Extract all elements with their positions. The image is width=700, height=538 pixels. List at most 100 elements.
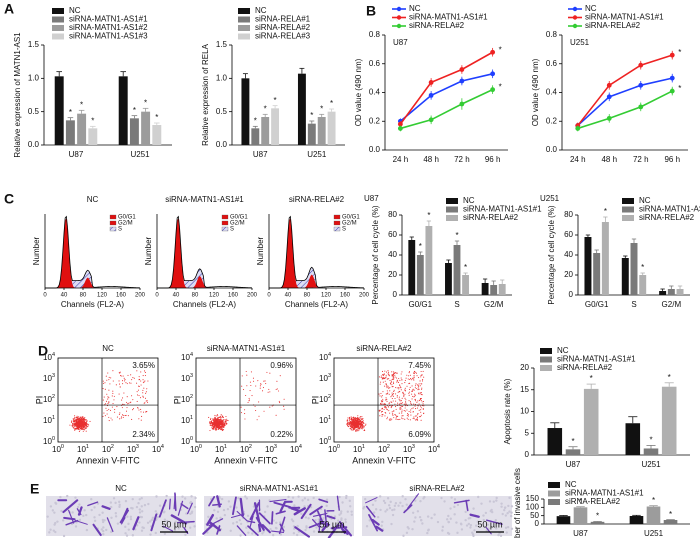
membrane-pore: [312, 497, 314, 499]
flow-event: [276, 415, 277, 416]
flow-event: [349, 423, 350, 424]
membrane-pore: [49, 528, 51, 530]
x-tick-label: 72 h: [633, 155, 649, 164]
flow-event: [409, 371, 410, 372]
membrane-pore: [508, 497, 510, 499]
flow-event: [401, 400, 402, 401]
flow-event: [260, 385, 261, 386]
flow-event: [80, 421, 81, 422]
x-tick-label: U251: [641, 460, 661, 469]
membrane-pore: [373, 511, 375, 513]
legend-swatch: [622, 207, 634, 213]
flow-event: [241, 412, 242, 413]
membrane-pore: [137, 502, 139, 504]
tick-exponent: 3: [274, 444, 277, 450]
flow-event: [80, 426, 81, 427]
membrane-pore: [46, 515, 48, 517]
membrane-pore: [190, 495, 192, 497]
flow-event: [398, 387, 399, 388]
flow-event: [356, 430, 357, 431]
invasive-cell: [259, 525, 260, 531]
membrane-pore: [394, 505, 396, 507]
bar: [454, 245, 461, 295]
membrane-pore: [77, 506, 79, 508]
flow-event: [85, 428, 86, 429]
tick-exponent: 2: [328, 394, 331, 400]
y-tick-label: 1.0: [216, 73, 228, 82]
membrane-pore: [293, 504, 295, 506]
y-tick-label: 104: [319, 352, 331, 362]
histogram-title: NC: [87, 195, 99, 204]
membrane-pore: [144, 504, 146, 506]
membrane-pore: [503, 509, 505, 511]
y-axis-label: Number of invasive cells: [513, 468, 522, 538]
flow-event: [387, 392, 388, 393]
membrane-pore: [443, 500, 445, 502]
flow-event: [358, 425, 359, 426]
membrane-pore: [296, 534, 298, 536]
legend-swatch: [222, 221, 228, 225]
flow-event: [412, 396, 413, 397]
membrane-pore: [344, 518, 346, 520]
flow-event: [379, 415, 380, 416]
flow-event: [277, 388, 278, 389]
x-tick-label: G0/G1: [409, 300, 433, 309]
bar: [490, 285, 497, 295]
membrane-pore: [54, 531, 56, 533]
x-tick-label: 103: [127, 444, 139, 454]
flow-event: [355, 431, 356, 432]
x-tick-label: 48 h: [601, 155, 617, 164]
flow-event: [422, 379, 423, 380]
membrane-pore: [511, 505, 513, 507]
flow-event: [390, 420, 391, 421]
flow-event: [136, 370, 137, 371]
membrane-pore: [511, 528, 513, 530]
bar: [130, 118, 139, 145]
membrane-pore: [232, 522, 234, 524]
flow-event: [401, 389, 402, 390]
flow-event: [223, 420, 224, 421]
y-axis-label: Percentage of cell cycle (%): [371, 205, 380, 304]
membrane-pore: [159, 505, 161, 507]
flow-event: [394, 404, 395, 405]
legend-swatch: [52, 34, 64, 40]
flow-event: [362, 427, 363, 428]
flow-event: [106, 376, 107, 377]
flow-event: [389, 375, 390, 376]
membrane-pore: [364, 498, 366, 500]
flow-event: [217, 420, 218, 421]
flow-event: [421, 420, 422, 421]
y-tick-label: 0.0: [216, 140, 228, 149]
invasive-cell: [170, 499, 171, 509]
membrane-pore: [490, 509, 492, 511]
flow-event: [210, 421, 211, 422]
flow-event: [385, 399, 386, 400]
flow-event: [125, 382, 126, 383]
significance: *: [668, 373, 671, 382]
membrane-pore: [102, 521, 104, 523]
membrane-pore: [85, 514, 87, 516]
legend-swatch: [573, 15, 577, 19]
y-tick-label: 102: [181, 394, 193, 404]
flow-event: [143, 397, 144, 398]
flow-event: [118, 380, 119, 381]
membrane-pore: [419, 500, 421, 502]
legend-swatch: [222, 215, 228, 219]
legend-swatch: [548, 482, 560, 488]
membrane-pore: [454, 498, 456, 500]
flow-event: [77, 417, 78, 418]
flow-event: [402, 392, 403, 393]
membrane-pore: [341, 501, 343, 503]
flow-event: [123, 376, 124, 377]
flow-event: [75, 420, 76, 421]
membrane-pore: [219, 517, 221, 519]
flow-event: [144, 381, 145, 382]
flow-event: [401, 406, 402, 407]
membrane-pore: [105, 529, 107, 531]
membrane-pore: [307, 517, 309, 519]
membrane-pore: [507, 526, 509, 528]
flow-event: [382, 371, 383, 372]
tick-exponent: 3: [52, 373, 55, 379]
flow-event: [214, 415, 215, 416]
bar: [241, 78, 249, 145]
